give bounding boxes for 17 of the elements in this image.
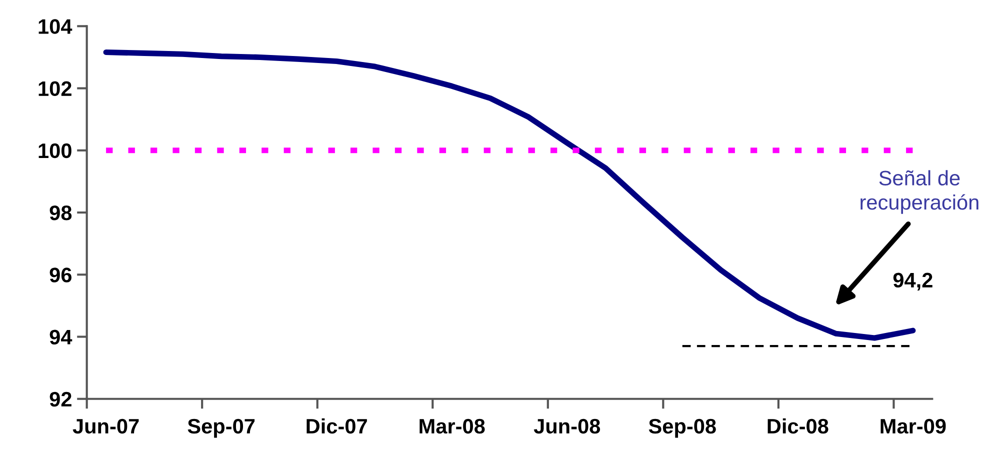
data-label: 94,2	[893, 272, 932, 291]
y-tick-label: 98	[50, 206, 72, 220]
x-tick-label: Sep-07	[188, 418, 255, 438]
y-tick-label: 96	[50, 268, 72, 282]
x-tick-label: Mar-09	[880, 418, 946, 434]
x-tick-label: Mar-08	[420, 418, 485, 434]
x-tick-label: Jun-07	[72, 418, 139, 434]
x-tick-label: Dic-08	[768, 418, 828, 434]
x-tick-label: Sep-08	[648, 418, 716, 438]
y-tick-label: 92	[50, 392, 72, 407]
y-tick-label: 102	[38, 81, 72, 96]
annotation: Señal de recuperación	[860, 170, 978, 214]
y-tick-label: 100	[38, 143, 72, 158]
y-tick-label: 104	[38, 19, 72, 34]
x-tick-label: Dic-07	[306, 418, 367, 434]
y-tick-label: 94	[50, 330, 72, 345]
x-tick-label: Jun-08	[534, 418, 600, 434]
